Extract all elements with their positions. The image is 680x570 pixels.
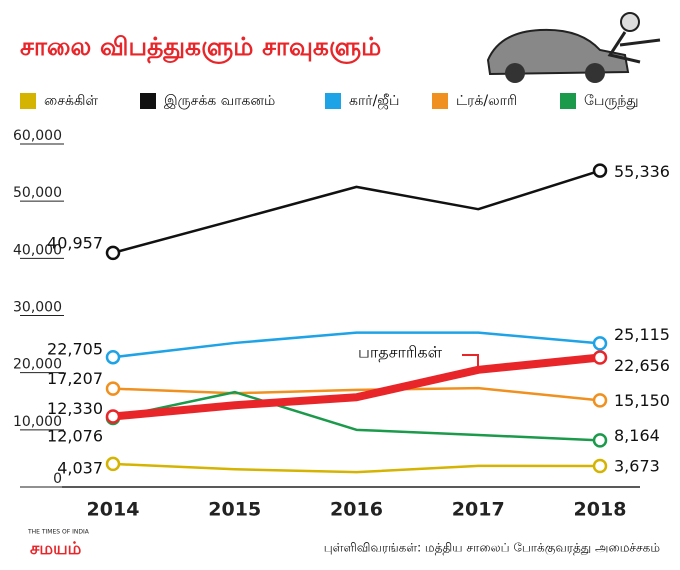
value-label: 12,076: [47, 426, 103, 445]
y-tick-label: 10,000: [13, 414, 62, 430]
point: [592, 163, 608, 178]
value-label: 8,164: [614, 426, 660, 445]
highlight-label: பாதசாரிகள்: [358, 343, 443, 362]
value-label: 17,207: [47, 369, 103, 388]
x-tick-label: 2015: [208, 499, 261, 521]
value-label: 55,336: [614, 162, 670, 181]
series-line: [112, 331, 601, 359]
brand: சமயம்: [30, 539, 82, 559]
legend-label: ட்ரக்/லாரி: [456, 93, 517, 109]
x-tick-label: 2018: [574, 499, 627, 521]
y-tick-label: 60,000: [13, 128, 62, 144]
y-tick-label: 30,000: [13, 300, 62, 316]
point: [592, 458, 608, 474]
value-label: 3,673: [614, 457, 660, 476]
legend-swatch: [140, 93, 156, 109]
value-label: 12,330: [47, 399, 103, 418]
point: [592, 393, 608, 408]
point: [592, 433, 608, 448]
point: [105, 381, 121, 396]
legend-label: சைக்கிள்: [44, 93, 98, 109]
point: [105, 349, 121, 365]
y-tick-label: 0: [53, 471, 62, 487]
legend-swatch: [432, 93, 448, 109]
value-label: 25,115: [614, 325, 670, 344]
value-label: 40,957: [47, 233, 103, 252]
legend-label: இருசக்க வாகனம்: [164, 93, 275, 109]
x-tick-label: 2016: [330, 499, 383, 521]
source: புள்ளிவிவரங்கள்: மத்திய சாலைப் போக்குவரத…: [324, 541, 660, 556]
value-label: 15,150: [614, 391, 670, 410]
legend-label: கார்/ஜீப்: [349, 93, 399, 110]
point: [105, 245, 121, 261]
point: [105, 456, 121, 472]
point: [105, 409, 121, 424]
chart-title: சாலை விபத்துகளும் சாவுகளும்: [20, 32, 381, 64]
point: [592, 350, 608, 365]
legend-swatch: [325, 93, 341, 109]
point: [592, 336, 608, 351]
highlight-pointer: [462, 354, 479, 368]
legend-swatch: [20, 93, 36, 109]
x-tick-label: 2017: [452, 499, 505, 521]
value-label: 22,656: [614, 356, 670, 375]
series-line: [112, 462, 601, 474]
legend-swatch: [560, 93, 576, 109]
value-label: 4,037: [57, 458, 103, 477]
brand-top: THE TIMES OF INDIA: [27, 529, 90, 536]
series-line: [112, 169, 601, 255]
y-tick-label: 50,000: [13, 185, 62, 201]
car-illustration: [486, 12, 661, 83]
value-label: 22,705: [47, 340, 103, 359]
y-tick-label: 20,000: [13, 357, 62, 373]
series-line: [112, 353, 601, 421]
series-line: [112, 390, 601, 442]
y-tick-label: 40,000: [13, 242, 62, 258]
x-tick-label: 2014: [87, 499, 140, 521]
legend-label: பேருந்து: [584, 93, 638, 109]
series-line: [112, 386, 601, 402]
